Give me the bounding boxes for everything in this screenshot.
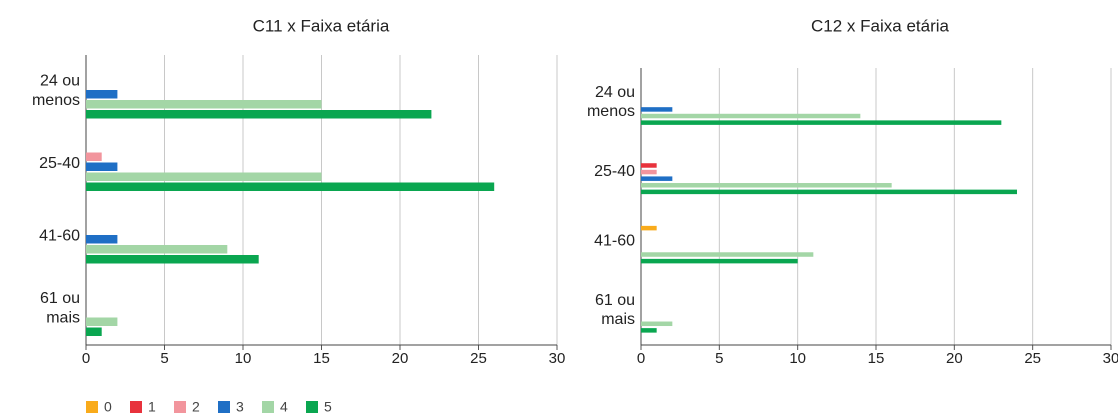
- chart-title: C11 x Faixa etária: [253, 16, 390, 35]
- legend-label: 5: [324, 399, 332, 415]
- bar: [641, 321, 673, 327]
- x-tick-label: 30: [549, 350, 566, 367]
- bar: [641, 189, 1017, 195]
- x-tick-label: 5: [160, 350, 168, 367]
- x-tick-label: 25: [470, 350, 487, 367]
- bar: [641, 183, 892, 188]
- legend-swatch: [174, 401, 186, 413]
- x-tick-label: 10: [789, 350, 806, 367]
- y-tick-label: 41-60: [39, 227, 80, 244]
- legend-label: 1: [148, 399, 156, 415]
- chart-title: C12 x Faixa etária: [811, 16, 949, 35]
- x-tick-label: 30: [1103, 350, 1118, 367]
- bar: [641, 113, 861, 119]
- bar: [86, 100, 322, 109]
- x-tick-label: 0: [637, 350, 645, 367]
- legend-swatch: [218, 401, 230, 413]
- x-tick-label: 15: [313, 350, 330, 367]
- legend-label: 0: [104, 399, 112, 415]
- y-tick-label: 24 ou menos: [32, 73, 80, 109]
- x-tick-label: 15: [868, 350, 885, 367]
- bar: [86, 110, 432, 119]
- y-tick-label: 61 ou mais: [595, 292, 635, 328]
- y-tick-label: 41-60: [594, 232, 635, 249]
- y-tick-label: 25-40: [594, 163, 635, 180]
- legend-swatch: [306, 401, 318, 413]
- legend-label: 2: [192, 399, 200, 415]
- x-tick-label: 5: [715, 350, 723, 367]
- bar: [641, 328, 657, 333]
- bar: [86, 90, 118, 99]
- y-tick-label: 25-40: [39, 155, 80, 172]
- bar: [86, 182, 495, 191]
- bar: [86, 255, 259, 264]
- bar: [86, 172, 322, 181]
- bar: [86, 162, 118, 171]
- y-tick-label: 61 ou mais: [40, 290, 80, 326]
- bar: [86, 152, 102, 161]
- bar: [641, 176, 673, 181]
- legend-swatch: [262, 401, 274, 413]
- x-tick-label: 20: [946, 350, 963, 367]
- bar: [641, 225, 657, 231]
- legend-label: 4: [280, 399, 288, 415]
- bar: [641, 258, 798, 264]
- legend-swatch: [86, 401, 98, 413]
- bar: [641, 252, 814, 257]
- x-tick-label: 25: [1024, 350, 1041, 367]
- bar: [641, 120, 1002, 125]
- bar: [86, 327, 102, 336]
- bar: [86, 317, 118, 326]
- x-tick-label: 10: [235, 350, 252, 367]
- bar: [86, 235, 118, 244]
- x-tick-label: 0: [82, 350, 90, 367]
- bar: [86, 245, 228, 254]
- x-tick-label: 20: [392, 350, 409, 367]
- y-tick-label: 24 ou menos: [587, 84, 635, 120]
- bar: [641, 163, 657, 168]
- legend-swatch: [130, 401, 142, 413]
- bar: [641, 169, 657, 175]
- legend-label: 3: [236, 399, 244, 415]
- bar: [641, 107, 673, 112]
